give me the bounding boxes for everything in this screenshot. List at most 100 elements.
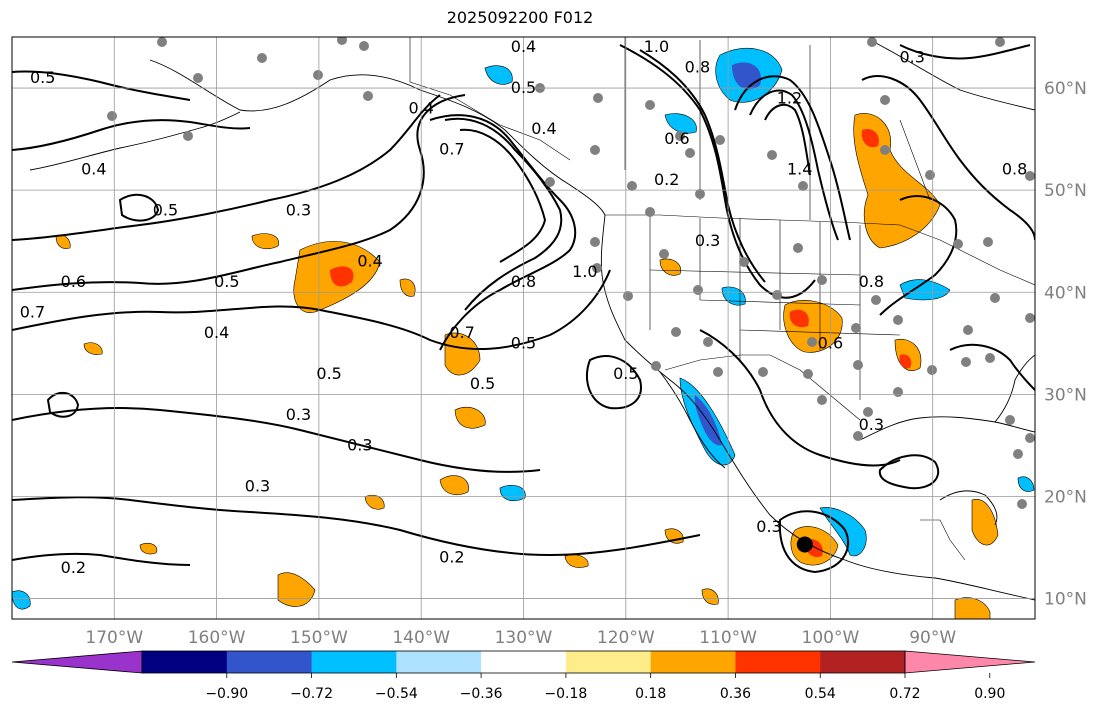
- map-frame: [11, 36, 1036, 620]
- contour-line-16: [12, 552, 191, 566]
- colorbar-tick-label: −0.72: [290, 686, 333, 702]
- station-marker: [961, 357, 971, 367]
- station-marker: [767, 150, 777, 160]
- station-marker: [685, 148, 695, 158]
- shade-pacific-small-14: [659, 258, 682, 276]
- station-marker: [739, 257, 749, 267]
- station-markers: [107, 37, 1035, 509]
- contour-label: 0.5: [153, 201, 178, 220]
- station-marker: [985, 353, 995, 363]
- station-marker: [715, 135, 725, 145]
- gulf-coast-us: [859, 416, 1035, 441]
- contour-label: 0.8: [511, 272, 536, 291]
- colorbar-tick-label: −0.90: [205, 686, 248, 702]
- station-marker: [1013, 449, 1023, 459]
- station-marker: [693, 285, 703, 295]
- colorbar-tick-label: −0.36: [460, 686, 503, 702]
- station-marker: [817, 275, 827, 285]
- station-marker: [659, 249, 669, 259]
- station-marker: [867, 37, 877, 47]
- contour-labels: 0.5 0.4 0.5 0.6 0.5 0.7 0.4 0.3 0.4 0.4 0.7 0.4 0.5 0…: [20, 37, 1028, 577]
- station-marker: [953, 239, 963, 249]
- station-marker: [107, 111, 117, 121]
- map-area: 0.5 0.4 0.5 0.6 0.5 0.7 0.4 0.3 0.4 0.4 0.7 0.4 0.5 0…: [12, 37, 1035, 619]
- contour-label: 0.3: [347, 435, 372, 454]
- shade-sw-corner-blue: [12, 590, 31, 610]
- station-marker: [183, 131, 193, 141]
- lon-tick-label: 170°W: [85, 628, 143, 648]
- shade-alaska-blue: [484, 65, 513, 85]
- contour-label: 0.6: [664, 129, 689, 148]
- shade-east-pacific-red: [330, 266, 354, 287]
- contour-line-11: [734, 75, 851, 241]
- station-marker: [995, 37, 1005, 47]
- contour-line-20: [861, 75, 1035, 241]
- contour-line-10: [639, 49, 766, 283]
- hudson-region: [869, 39, 1035, 111]
- station-marker: [925, 170, 935, 180]
- station-marker: [675, 131, 685, 141]
- contour-label: 1.0: [644, 37, 669, 56]
- station-marker: [853, 360, 863, 370]
- lon-tick-label: 90°W: [909, 628, 956, 648]
- contour-label: 0.3: [859, 415, 884, 434]
- station-marker: [713, 367, 723, 377]
- station-marker: [871, 295, 881, 305]
- contour-label: 0.8: [685, 58, 710, 77]
- lat-tick-label: 40°N: [1044, 283, 1087, 303]
- colorbar-segment: [142, 651, 228, 673]
- contour-label: 0.4: [204, 323, 229, 342]
- shade-canada-blue: [664, 113, 697, 134]
- shaded-regions: [12, 48, 1035, 619]
- lat-tick-label: 30°N: [1044, 385, 1087, 405]
- colorbar-segment: [396, 651, 482, 673]
- shade-great-lakes-blue: [899, 279, 951, 301]
- station-marker: [807, 337, 817, 347]
- contour-line-2: [12, 94, 466, 291]
- shade-caribbean-orange: [971, 499, 999, 546]
- station-marker: [590, 145, 600, 155]
- station-marker: [851, 323, 861, 333]
- shade-north-plains-orange: [853, 113, 941, 249]
- contour-label: 1.4: [787, 160, 812, 179]
- shade-gulf-blue-small: [1017, 476, 1035, 492]
- yucatan-coast: [939, 490, 998, 526]
- contour-line-17: [699, 329, 901, 467]
- contour-label: 0.3: [286, 405, 311, 424]
- contour-line-19: [778, 510, 850, 574]
- station-marker: [645, 100, 655, 110]
- contour-line-1: [12, 269, 611, 351]
- state-lines-west: [649, 215, 861, 400]
- station-marker: [927, 365, 937, 375]
- lon-tick-label: 110°W: [699, 628, 757, 648]
- shade-pacific-small-4: [439, 475, 469, 495]
- shade-north-plains-red: [861, 128, 879, 148]
- map-title: 2025092200 F012: [446, 8, 594, 27]
- colorbar-segment: [650, 651, 736, 673]
- lat-tick-label: 50°N: [1044, 181, 1087, 201]
- contour-line-18: [878, 454, 940, 490]
- contour-label: 0.4: [511, 37, 536, 56]
- central-america-border: [920, 519, 966, 561]
- contour-line-5: [12, 70, 191, 101]
- station-marker: [983, 237, 993, 247]
- colorbar-segment: [565, 651, 652, 673]
- lat-tick-label: 10°N: [1044, 590, 1087, 610]
- colorbar-frame: [141, 650, 906, 674]
- station-marker: [313, 70, 323, 80]
- colorbar-tick-label: −0.54: [375, 686, 418, 702]
- lat-tick-label: 20°N: [1044, 487, 1087, 507]
- colorbar-segment: [735, 651, 821, 673]
- colorbar-tick-label: 0.36: [720, 686, 751, 702]
- shade-pacific-small-5: [277, 572, 316, 607]
- contour-line-14: [12, 407, 541, 473]
- contour-label: 0.3: [286, 201, 311, 220]
- contour-label: 0.7: [449, 323, 474, 342]
- lon-tick-labels: 170°W 160°W 150°W 140°W 130°W 120°W 110°W 100°W…: [85, 628, 956, 648]
- contour-label: 0.5: [470, 374, 495, 393]
- station-marker: [359, 41, 369, 51]
- colorbar-segment: [226, 651, 313, 673]
- station-marker: [157, 37, 167, 47]
- contour-line-25: [879, 195, 958, 316]
